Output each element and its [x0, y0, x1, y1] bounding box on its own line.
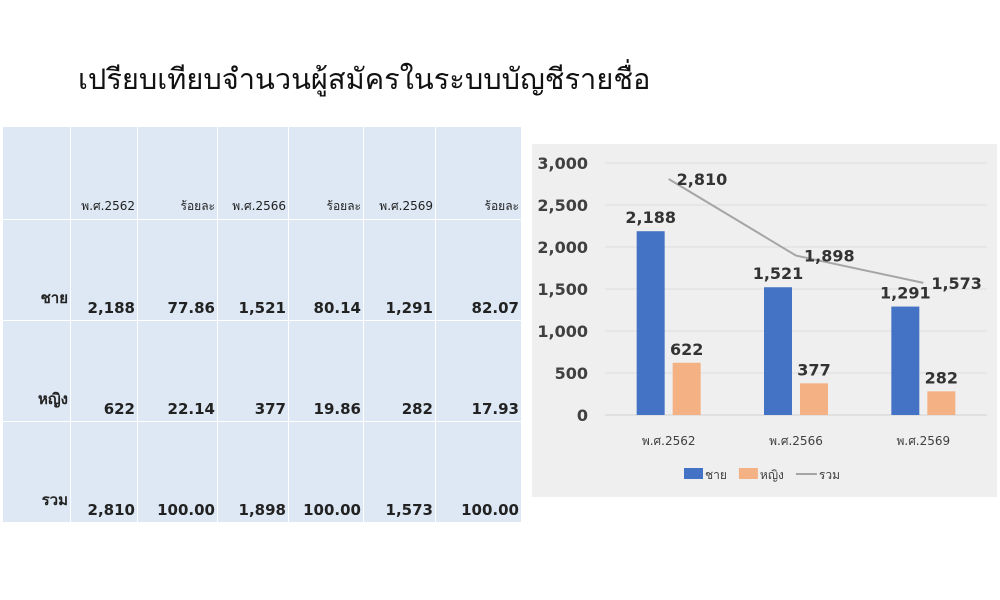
y-tick-label: 500: [555, 364, 588, 383]
data-label: 622: [670, 340, 703, 359]
header-cell: พ.ศ.2566: [217, 126, 289, 220]
bar-male: [891, 306, 920, 415]
data-label: 2,188: [625, 208, 676, 227]
cell: 77.86: [137, 219, 218, 321]
data-label: 1,573: [931, 274, 982, 293]
legend-label: รวม: [819, 468, 840, 482]
total-line: [668, 178, 924, 284]
bar-male: [764, 287, 792, 415]
cell: 1,521: [217, 219, 289, 321]
cell: 2,810: [70, 421, 138, 523]
cell: 19.86: [288, 320, 364, 422]
table-row: ชาย 2,188 77.86 1,521 80.14 1,291 82.07: [2, 219, 522, 321]
cell: 80.14: [288, 219, 364, 321]
cell: 377: [217, 320, 289, 422]
chart-panel: 0 500 1,000 1,500 2,000 2,500 3,000 พ.ศ.2562 พ.ศ…: [532, 144, 997, 497]
y-tick-label: 1,000: [537, 322, 588, 341]
legend-label: ชาย: [705, 468, 727, 482]
data-label: 2,810: [677, 170, 728, 189]
bar-male: [636, 231, 665, 415]
table-row: หญิง 622 22.14 377 19.86 282 17.93: [2, 320, 522, 422]
y-tick-label: 3,000: [537, 154, 588, 173]
data-label: 377: [797, 360, 830, 379]
cell: 17.93: [435, 320, 522, 422]
data-label: 1,291: [880, 284, 931, 303]
bar-female: [672, 362, 701, 415]
legend-label: หญิง: [760, 468, 784, 482]
row-label: หญิง: [2, 320, 71, 422]
header-cell: พ.ศ.2569: [363, 126, 436, 220]
legend-swatch: [684, 468, 703, 479]
x-tick-label: พ.ศ.2566: [769, 434, 823, 448]
bar-female: [927, 391, 956, 415]
data-label: 1,898: [804, 247, 855, 266]
slide-title: เปรียบเทียบจำนวนผู้สมัครในระบบบัญชีรายชื…: [78, 62, 651, 96]
data-table: พ.ศ.2562 ร้อยละ พ.ศ.2566 ร้อยละ พ.ศ.2569…: [2, 126, 522, 523]
y-tick-label: 1,500: [537, 280, 588, 299]
bar-female: [800, 383, 828, 415]
bar-line-chart: 0 500 1,000 1,500 2,000 2,500 3,000 พ.ศ.2562 พ.ศ…: [537, 154, 987, 482]
cell: 100.00: [288, 421, 364, 523]
cell: 282: [363, 320, 436, 422]
table-row: รวม 2,810 100.00 1,898 100.00 1,573 100.…: [2, 421, 522, 523]
cell: 1,291: [363, 219, 436, 321]
data-label: 1,521: [753, 264, 804, 283]
header-cell: [2, 126, 71, 220]
y-tick-label: 0: [577, 406, 588, 425]
cell: 100.00: [435, 421, 522, 523]
cell: 1,898: [217, 421, 289, 523]
x-tick-label: พ.ศ.2569: [896, 434, 950, 448]
row-label: ชาย: [2, 219, 71, 321]
cell: 2,188: [70, 219, 138, 321]
cell: 1,573: [363, 421, 436, 523]
x-tick-label: พ.ศ.2562: [642, 434, 696, 448]
row-label: รวม: [2, 421, 71, 523]
cell: 622: [70, 320, 138, 422]
data-label: 282: [925, 368, 958, 387]
header-cell: ร้อยละ: [288, 126, 364, 220]
cell: 22.14: [137, 320, 218, 422]
table-header-row: พ.ศ.2562 ร้อยละ พ.ศ.2566 ร้อยละ พ.ศ.2569…: [2, 126, 522, 220]
header-cell: ร้อยละ: [435, 126, 522, 220]
header-cell: ร้อยละ: [137, 126, 218, 220]
cell: 82.07: [435, 219, 522, 321]
header-cell: พ.ศ.2562: [70, 126, 138, 220]
cell: 100.00: [137, 421, 218, 523]
y-tick-label: 2,500: [537, 196, 588, 215]
legend-swatch: [738, 468, 758, 479]
y-tick-label: 2,000: [537, 238, 588, 257]
